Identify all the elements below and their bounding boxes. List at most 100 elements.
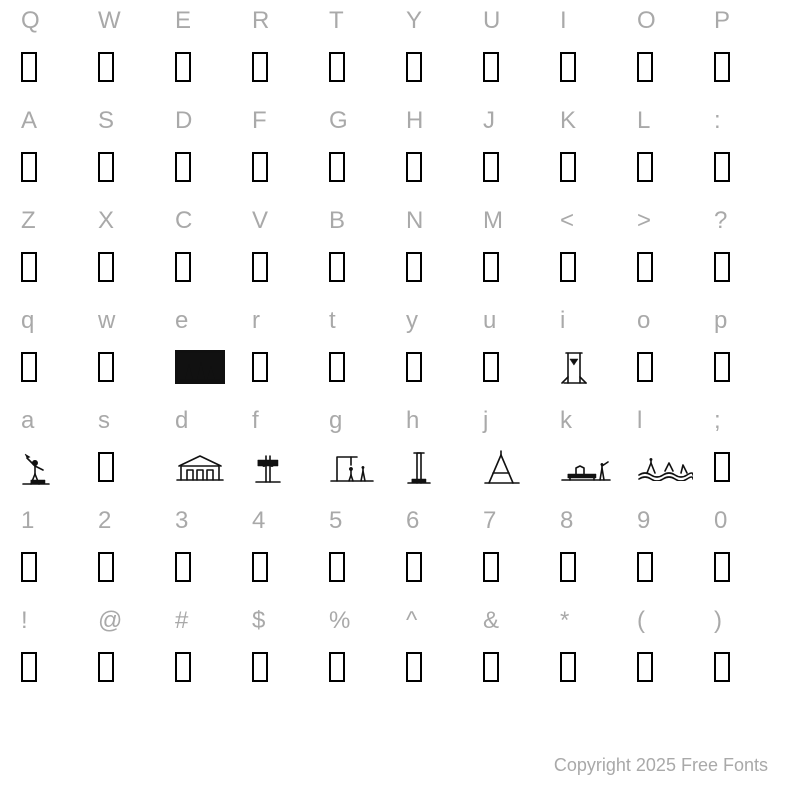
cell-glyph [21,340,88,394]
cell-glyph [252,340,319,394]
cell-glyph [560,240,627,294]
cell-label: ? [714,206,728,240]
charmap-cell: q [15,302,92,402]
cell-glyph [406,40,473,94]
cell-glyph [714,640,781,694]
charmap-cell: Z [15,202,92,302]
cell-glyph [637,640,704,694]
missing-glyph-box [21,252,37,282]
pictogram-gallows-scene [329,451,375,483]
cell-glyph [560,40,627,94]
cell-label: Y [406,6,422,40]
charmap-cell: a [15,402,92,502]
missing-glyph-box [21,52,37,82]
cell-glyph [560,140,627,194]
missing-glyph-box [329,52,345,82]
cell-label: & [483,606,499,640]
cell-label: T [329,6,344,40]
charmap-cell: C [169,202,246,302]
missing-glyph-box [483,352,499,382]
charmap-cell: > [631,202,708,302]
charmap-cell: @ [92,602,169,702]
cell-label: N [406,206,424,240]
cell-label: S [98,106,114,140]
cell-label: G [329,106,348,140]
charmap-cell: M [477,202,554,302]
cell-glyph [329,40,396,94]
pictogram-figure-axe [21,448,51,486]
charmap-cell: 3 [169,502,246,602]
cell-label: C [175,206,193,240]
pictogram-post [406,449,432,485]
missing-glyph-box [406,652,422,682]
cell-label: # [175,606,189,640]
missing-glyph-box [98,352,114,382]
cell-glyph [406,640,473,694]
cell-glyph [175,340,242,394]
charmap-cell: I [554,2,631,102]
cell-label: Z [21,206,36,240]
cell-glyph [637,140,704,194]
charmap-cell: 9 [631,502,708,602]
charmap-cell: u [477,302,554,402]
cell-label: w [98,306,116,340]
charmap-cell: # [169,602,246,702]
missing-glyph-box [252,252,268,282]
charmap-cell: ) [708,602,785,702]
charmap-cell: N [400,202,477,302]
cell-glyph [714,240,781,294]
missing-glyph-box [252,52,268,82]
cell-label: 6 [406,506,420,540]
cell-label: $ [252,606,266,640]
missing-glyph-box [175,652,191,682]
missing-glyph-box [714,252,730,282]
cell-glyph [406,440,473,494]
missing-glyph-box [637,552,653,582]
cell-label: s [98,406,110,440]
charmap-cell: % [323,602,400,702]
charmap-cell: p [708,302,785,402]
charmap-cell: ? [708,202,785,302]
missing-glyph-box [329,152,345,182]
cell-glyph [483,440,550,494]
cell-label: H [406,106,424,140]
cell-glyph [252,140,319,194]
cell-label: r [252,306,260,340]
charmap-cell: : [708,102,785,202]
missing-glyph-box [714,652,730,682]
missing-glyph-box [637,252,653,282]
charmap-cell: j [477,402,554,502]
cell-label: V [252,206,268,240]
cell-label: D [175,106,193,140]
charmap-cell: f [246,402,323,502]
cell-label: L [637,106,651,140]
cell-label: Q [21,6,40,40]
missing-glyph-box [329,652,345,682]
character-map-grid: QWERTYUIOPASDFGHJKL:ZXCVBNM<>?qwertyuiop… [15,0,785,702]
cell-label: t [329,306,336,340]
cell-label: % [329,606,351,640]
cell-label: : [714,106,721,140]
cell-glyph [714,140,781,194]
missing-glyph-box [406,352,422,382]
cell-label: 2 [98,506,112,540]
charmap-cell: L [631,102,708,202]
cell-glyph [637,340,704,394]
missing-glyph-box [637,52,653,82]
missing-glyph-box [483,52,499,82]
cell-label: g [329,406,343,440]
missing-glyph-box [98,652,114,682]
charmap-cell: F [246,102,323,202]
missing-glyph-box [714,152,730,182]
cell-glyph [483,640,550,694]
cell-label: o [637,306,651,340]
cell-glyph [329,340,396,394]
cell-glyph [98,640,165,694]
cell-glyph [329,540,396,594]
cell-label: h [406,406,420,440]
charmap-cell: d [169,402,246,502]
cell-glyph [175,540,242,594]
missing-glyph-box [252,352,268,382]
cell-label: A [21,106,37,140]
cell-label: @ [98,606,123,640]
